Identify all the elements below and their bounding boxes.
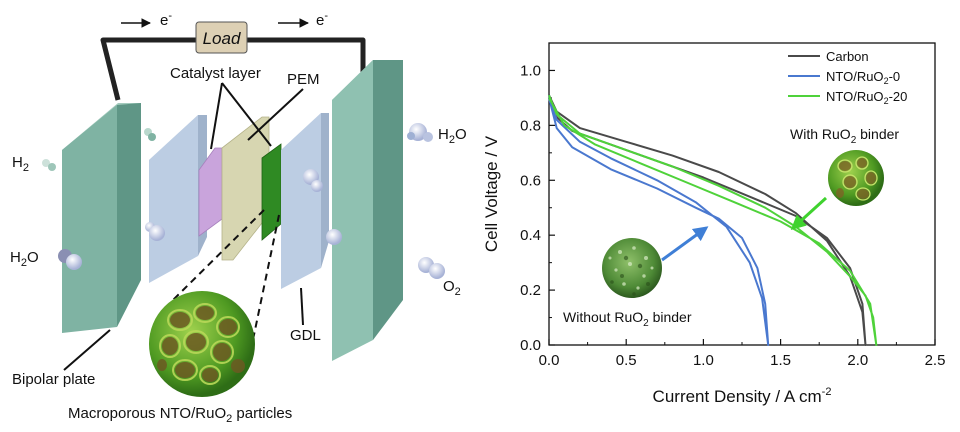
electron-label-right: e-	[316, 10, 328, 29]
y-tick-label: 0.8	[520, 117, 541, 134]
with-binder-label: With RuO2 binder	[790, 126, 899, 146]
x-tick-label: 1.5	[770, 352, 791, 369]
y-tick-label: 0.4	[520, 227, 541, 244]
pem-pointer	[247, 88, 304, 141]
legend-nto0-sub: 2	[884, 76, 889, 86]
electron-left-text: e	[160, 12, 168, 29]
h2o-right-post: O	[455, 126, 467, 143]
legend-nto20-post: -20	[889, 89, 908, 104]
catalyst-pointer-1	[210, 82, 223, 150]
y-tick-label: 1.0	[520, 62, 541, 79]
x-axis-title-text: Current Density / A cm	[653, 387, 822, 406]
x-tick-label: 0.5	[616, 352, 637, 369]
o2-sub: 2	[455, 286, 461, 298]
y-tick-label: 0.2	[520, 282, 541, 299]
bipolar-plate-right	[332, 60, 403, 361]
x-tick-label: 1.0	[693, 352, 714, 369]
legend-nto20-name: NTO/RuO	[826, 89, 884, 104]
legend-label-nto-20: NTO/RuO2-20	[826, 89, 907, 106]
h2o-left-pre: H	[10, 249, 21, 266]
electron-left-sup: -	[168, 10, 172, 22]
h2o-right-pre: H	[438, 126, 449, 143]
x-tick-label: 2.0	[847, 352, 868, 369]
gdl-right	[281, 113, 329, 289]
series-line-1	[548, 94, 770, 346]
h2-label: H2	[12, 154, 29, 174]
x-tick-label: 0.0	[539, 352, 560, 369]
o2-label: O2	[443, 278, 461, 298]
with-binder-particle-icon	[828, 150, 884, 206]
x-axis-title: Current Density / A cm-2	[653, 386, 832, 406]
electron-right-sup: -	[324, 10, 328, 22]
polarization-chart: 0.0 0.5 1.0 1.5 2.0 2.5 0.0 0.2 0.4 0.6 0.8 1.0 Cur…	[482, 42, 945, 406]
y-axis-title: Cell Voltage / V	[482, 135, 501, 252]
fuel-cell-schematic: Load e- e-	[10, 10, 467, 425]
y-tick-label: 0.6	[520, 172, 541, 189]
h2o-left-post: O	[27, 249, 39, 266]
with-binder-sub: 2	[851, 135, 857, 146]
load-box	[195, 21, 248, 54]
bipolar-plate-left	[62, 103, 141, 333]
h2o-molecule-icon-right	[407, 123, 433, 142]
particles-sub: 2	[226, 413, 232, 425]
particles-post: particles	[232, 405, 292, 422]
legend: Carbon NTO/RuO2-0 NTO/RuO2-20	[788, 49, 907, 106]
h2o-right-sub: 2	[449, 134, 455, 146]
legend-label-carbon: Carbon	[826, 49, 869, 64]
curves-layer	[548, 94, 878, 346]
gdl-label: GDL	[290, 327, 321, 344]
zoom-line-left	[172, 209, 265, 301]
with-binder-post: binder	[856, 126, 899, 142]
catalyst-pointer-2	[221, 82, 272, 147]
particles-pre: Macroporous NTO/RuO	[68, 405, 226, 422]
pem-label: PEM	[287, 71, 320, 88]
electron-right-text: e	[316, 12, 324, 29]
legend-nto20-sub: 2	[884, 96, 889, 106]
series-line-2	[548, 94, 878, 346]
gdl-left	[149, 115, 207, 283]
h2-sub: 2	[23, 162, 29, 174]
particles-label: Macroporous NTO/RuO2 particles	[68, 405, 292, 425]
legend-nto0-post: -0	[889, 69, 901, 84]
h2-main: H	[12, 154, 23, 171]
tick-layer: 0.0 0.5 1.0 1.5 2.0 2.5 0.0 0.2 0.4 0.6 0.8 1.0	[520, 62, 945, 369]
macroporous-particle-icon	[149, 291, 255, 397]
with-binder-arrow	[790, 196, 828, 231]
x-axis-title-sup: -2	[822, 386, 832, 398]
catalyst-layer-cathode	[261, 143, 282, 241]
legend-nto0-name: NTO/RuO	[826, 69, 884, 84]
catalyst-layer-label: Catalyst layer	[170, 65, 261, 82]
o2-molecule-icon	[303, 169, 445, 279]
load-label: Load	[203, 29, 241, 48]
bipolar-pointer	[63, 329, 111, 371]
gdl-pointer	[300, 287, 304, 326]
electron-label-left: e-	[160, 10, 172, 29]
y-tick-label: 0.0	[520, 337, 541, 354]
with-binder-pre: With RuO	[790, 126, 851, 142]
legend-label-nto-0: NTO/RuO2-0	[826, 69, 900, 86]
without-binder-label: Without RuO2 binder	[563, 309, 692, 329]
h2o-left-sub: 2	[21, 257, 27, 269]
o2-main: O	[443, 278, 455, 295]
without-binder-particle-icon	[602, 238, 662, 298]
without-binder-pre: Without RuO	[563, 309, 643, 325]
x-tick-label: 2.5	[925, 352, 946, 369]
legend-carbon-name: Carbon	[826, 49, 869, 64]
h2o-molecule-icon-left	[58, 222, 165, 270]
without-binder-sub: 2	[643, 318, 649, 329]
circuit-wire	[100, 37, 366, 101]
h2o-label-left: H2O	[10, 249, 39, 269]
without-binder-arrow	[661, 226, 709, 262]
without-binder-post: binder	[649, 309, 692, 325]
bipolar-plate-label: Bipolar plate	[12, 371, 95, 388]
h2o-label-right: H2O	[438, 126, 467, 146]
h2-molecule-icon	[42, 128, 156, 171]
